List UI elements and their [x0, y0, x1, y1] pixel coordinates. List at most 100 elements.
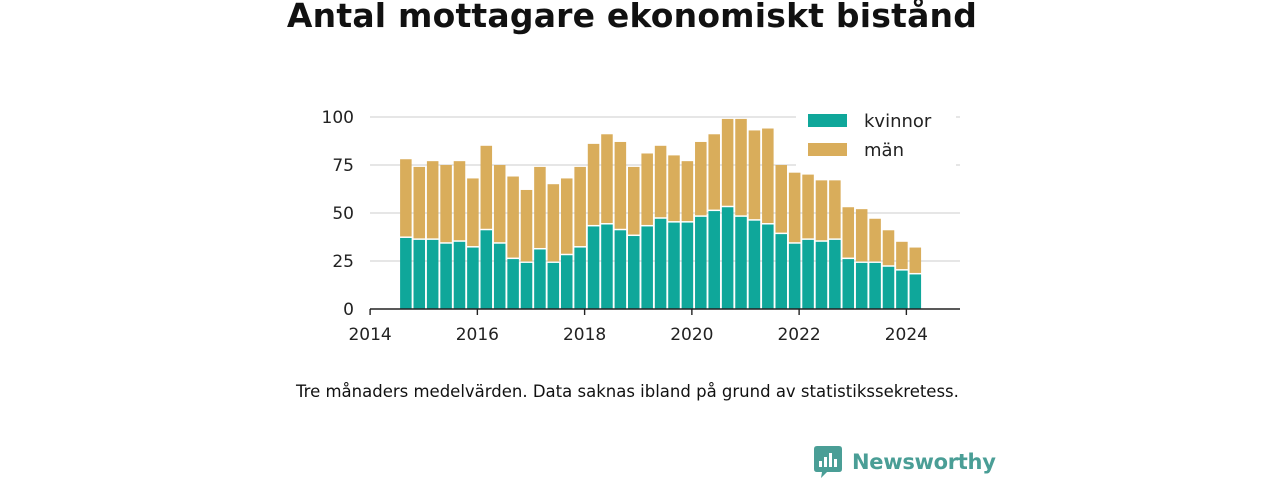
bar-kvinnor	[641, 226, 653, 309]
y-tick-label: 100	[322, 108, 354, 128]
bar-kvinnor	[628, 236, 640, 309]
bar-män	[815, 180, 828, 241]
bar-kvinnor	[668, 222, 680, 309]
y-tick-label: 25	[332, 252, 354, 272]
bar-män	[426, 161, 439, 239]
brand[interactable]: Newsworthy	[814, 446, 996, 478]
bar-kvinnor	[842, 259, 855, 309]
bar-kvinnor	[587, 226, 600, 309]
bar-kvinnor	[762, 224, 774, 309]
y-tick-label: 50	[332, 204, 354, 224]
bar-män	[641, 153, 653, 225]
bar-män	[480, 145, 493, 229]
chart-title: Antal mottagare ekonomiskt bistånd	[286, 0, 978, 35]
bar-kvinnor	[547, 262, 560, 309]
bar-kvinnor	[493, 243, 506, 309]
bar-kvinnor	[829, 239, 841, 309]
bar-kvinnor	[721, 207, 734, 309]
x-tick-label: 2024	[885, 325, 928, 345]
bar-män	[400, 159, 412, 237]
bar-kvinnor	[735, 216, 747, 309]
bar-kvinnor	[480, 230, 493, 309]
newsworthy-logo-icon	[814, 446, 842, 478]
bar-män	[681, 161, 694, 222]
bar-kvinnor	[574, 247, 586, 309]
bar-män	[869, 218, 881, 262]
bar-män	[507, 176, 519, 258]
bar-män	[587, 143, 600, 225]
bar-män	[614, 141, 627, 229]
bar-män	[547, 184, 560, 262]
bar-kvinnor	[775, 234, 788, 309]
bar-kvinnor	[909, 274, 922, 309]
bar-kvinnor	[614, 230, 627, 309]
bar-män	[695, 141, 707, 216]
bar-män	[721, 118, 734, 206]
x-tick-label: 2018	[563, 325, 606, 345]
bar-män	[453, 161, 466, 241]
footnote: Tre månaders medelvärden. Data saknas ib…	[296, 382, 959, 401]
x-tick-label: 2022	[777, 325, 820, 345]
bar-kvinnor	[855, 262, 868, 309]
bar-män	[534, 166, 546, 248]
bar-kvinnor	[896, 270, 908, 309]
legend: kvinnor män	[796, 104, 956, 168]
bar-kvinnor	[520, 262, 533, 309]
bar-män	[708, 134, 720, 210]
bar-män	[413, 166, 426, 239]
bar-män	[829, 180, 841, 239]
bar-män	[882, 230, 895, 266]
bars	[400, 118, 922, 309]
bar-män	[909, 247, 922, 273]
bar-kvinnor	[695, 216, 707, 309]
axes: 0 25 50 75 100 2014 2016 2018 2020 2022 2024	[322, 108, 960, 345]
bar-män	[802, 174, 814, 239]
bar-kvinnor	[507, 259, 519, 309]
x-tick-label: 2014	[348, 325, 391, 345]
bar-kvinnor	[654, 218, 667, 309]
legend-label-män: män	[864, 140, 904, 161]
bar-män	[735, 118, 747, 216]
bar-kvinnor	[453, 241, 466, 309]
bar-kvinnor	[748, 220, 761, 309]
y-tick-label: 0	[343, 300, 354, 320]
chart: 0 25 50 75 100 2014 2016 2018 2020 2022 2024 kvinn…	[321, 104, 960, 345]
bar-kvinnor	[869, 262, 881, 309]
bar-män	[748, 130, 761, 220]
bar-män	[440, 165, 452, 243]
bar-kvinnor	[400, 237, 412, 309]
bar-män	[842, 207, 855, 258]
bar-kvinnor	[560, 255, 573, 309]
bar-män	[668, 155, 680, 222]
bar-kvinnor	[788, 243, 801, 309]
bar-män	[467, 178, 479, 247]
x-tick-label: 2020	[670, 325, 713, 345]
x-tick-label: 2016	[456, 325, 499, 345]
bar-kvinnor	[882, 266, 895, 309]
bar-män	[601, 134, 613, 224]
bar-kvinnor	[802, 239, 814, 309]
bar-kvinnor	[681, 222, 694, 309]
bar-män	[855, 209, 868, 262]
bar-kvinnor	[815, 241, 828, 309]
legend-swatch-män	[808, 143, 847, 156]
y-tick-label: 75	[332, 156, 354, 176]
brand-name: Newsworthy	[852, 450, 996, 474]
bar-män	[560, 178, 573, 254]
bar-män	[788, 172, 801, 243]
bar-män	[896, 241, 908, 270]
bar-kvinnor	[440, 243, 452, 309]
bar-kvinnor	[708, 211, 720, 309]
legend-label-kvinnor: kvinnor	[864, 111, 932, 132]
bar-män	[520, 189, 533, 262]
bar-män	[775, 165, 788, 233]
legend-swatch-kvinnor	[808, 114, 847, 127]
bar-män	[762, 128, 774, 224]
bar-män	[574, 166, 586, 247]
bar-kvinnor	[426, 239, 439, 309]
bar-kvinnor	[601, 224, 613, 309]
bar-män	[628, 166, 640, 235]
bar-män	[493, 165, 506, 243]
bar-kvinnor	[413, 239, 426, 309]
bar-män	[654, 145, 667, 218]
